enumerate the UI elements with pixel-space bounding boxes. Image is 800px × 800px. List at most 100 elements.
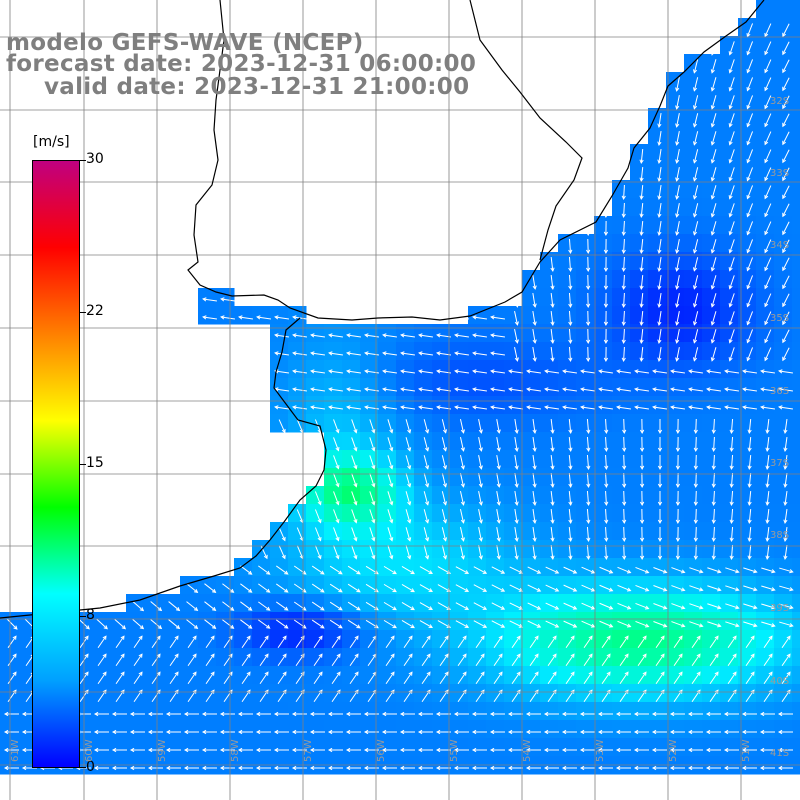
wind-speed-cell xyxy=(342,468,361,487)
wind-speed-cell xyxy=(270,738,289,757)
wind-arrow xyxy=(333,419,340,434)
wind-arrow xyxy=(711,544,716,561)
wind-speed-cell xyxy=(468,612,487,631)
wind-speed-cell xyxy=(684,288,703,307)
wind-arrow xyxy=(693,436,698,453)
wind-arrow xyxy=(310,405,325,410)
wind-speed-cell xyxy=(486,504,505,523)
coastline-plata-south xyxy=(0,317,327,619)
wind-speed-cell xyxy=(648,468,667,487)
wind-speed-cell xyxy=(648,522,667,541)
wind-arrow xyxy=(532,293,537,308)
wind-arrow xyxy=(453,747,469,753)
wind-speed-cell xyxy=(792,540,800,559)
wind-arrow xyxy=(255,711,271,717)
wind-speed-cell xyxy=(612,414,631,433)
wind-arrow xyxy=(204,601,217,611)
wind-speed-cell xyxy=(684,234,703,253)
wind-speed-cell xyxy=(432,612,451,631)
wind-speed-cell xyxy=(720,720,739,739)
wind-arrow xyxy=(586,220,591,237)
wind-speed-cell xyxy=(504,360,523,379)
wind-speed-cell xyxy=(756,252,775,271)
wind-speed-cell xyxy=(414,414,433,433)
colorbar-unit: [m/s] xyxy=(33,134,70,150)
wind-speed-cell xyxy=(90,684,109,703)
wind-arrow xyxy=(201,729,217,735)
wind-speed-cell xyxy=(396,540,415,559)
wind-speed-cell xyxy=(504,684,523,703)
wind-speed-cell xyxy=(468,468,487,487)
wind-speed-cell xyxy=(666,234,685,253)
wind-speed-cell xyxy=(684,378,703,397)
wind-speed-cell xyxy=(486,576,505,595)
wind-speed-cell xyxy=(666,378,685,397)
wind-speed-cell xyxy=(792,594,800,613)
wind-speed-cell xyxy=(612,306,631,325)
wind-arrow xyxy=(111,747,127,753)
wind-arrow xyxy=(292,369,307,374)
wind-speed-cell xyxy=(612,342,631,361)
wind-arrow xyxy=(705,729,721,735)
wind-speed-cell xyxy=(774,234,793,253)
wind-arrow xyxy=(724,387,739,392)
wind-arrow xyxy=(692,239,699,254)
wind-speed-cell xyxy=(666,486,685,505)
wind-arrow xyxy=(532,490,537,506)
wind-speed-cell xyxy=(252,684,271,703)
wind-arrow xyxy=(639,220,644,236)
wind-arrow xyxy=(621,274,626,291)
wind-arrow xyxy=(581,584,596,592)
wind-arrow xyxy=(706,405,721,410)
wind-speed-cell xyxy=(306,576,325,595)
wind-speed-cell xyxy=(684,108,703,127)
wind-arrow xyxy=(550,292,555,308)
wind-arrow xyxy=(385,635,395,649)
wind-speed-cell xyxy=(270,342,289,361)
wind-speed-cell xyxy=(504,558,523,577)
wind-arrow xyxy=(309,765,325,771)
wind-arrow xyxy=(615,765,631,771)
wind-arrow xyxy=(764,203,772,218)
wind-speed-cell xyxy=(216,720,235,739)
wind-speed-cell xyxy=(306,612,325,631)
wind-arrow xyxy=(471,711,487,717)
wind-arrow xyxy=(387,509,394,524)
wind-arrow xyxy=(781,653,791,667)
wind-arrow xyxy=(364,405,379,410)
wind-speed-cell xyxy=(108,684,127,703)
wind-arrow xyxy=(345,711,361,717)
wind-speed-cell xyxy=(198,666,217,685)
wind-speed-cell xyxy=(630,738,649,757)
wind-speed-cell xyxy=(540,378,559,397)
wind-speed-cell xyxy=(468,414,487,433)
wind-arrow xyxy=(782,257,790,272)
wind-arrow xyxy=(532,508,537,524)
wind-speed-cell xyxy=(738,252,757,271)
wind-speed-cell xyxy=(378,378,397,397)
wind-arrow xyxy=(725,621,740,628)
wind-arrow xyxy=(673,653,683,667)
wind-speed-cell xyxy=(612,270,631,289)
wind-speed-cell xyxy=(270,414,289,433)
wind-speed-cell xyxy=(504,396,523,415)
wind-speed-cell xyxy=(108,630,127,649)
wind-arrow xyxy=(327,747,343,753)
wind-arrow xyxy=(349,653,359,667)
wind-speed-cell xyxy=(648,306,667,325)
wind-arrow xyxy=(691,635,701,649)
wind-speed-cell xyxy=(576,324,595,343)
wind-arrow xyxy=(496,455,501,470)
wind-arrow xyxy=(782,23,790,38)
wind-speed-cell xyxy=(594,666,613,685)
wind-speed-cell xyxy=(774,126,793,145)
wind-arrow xyxy=(723,747,739,753)
wind-arrow xyxy=(403,671,413,685)
wind-arrow xyxy=(633,729,649,735)
wind-arrow xyxy=(639,292,644,308)
wind-arrow xyxy=(93,765,109,771)
wind-speed-cell xyxy=(324,630,343,649)
wind-arrow xyxy=(639,472,645,489)
wind-arrow xyxy=(586,436,591,453)
